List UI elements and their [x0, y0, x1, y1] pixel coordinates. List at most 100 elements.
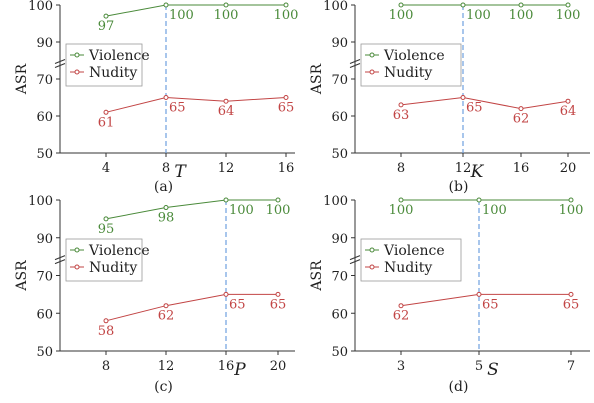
chart-panel-a: 50 60 70 90 100 ASR 4 8 12 16 T 97 100 100 100 61 65 64 65… [14, 0, 298, 195]
y-axis-label: ASR [309, 260, 325, 292]
x-tick-label: 5 [475, 359, 483, 374]
y-tick-label: 100 [323, 0, 348, 14]
axis-break-mark [349, 59, 361, 64]
data-label-violence: 95 [98, 222, 115, 237]
y-tick-label: 100 [28, 194, 53, 209]
axis-break-mark [54, 63, 66, 68]
data-point-violence [568, 197, 574, 203]
data-point-violence [223, 197, 229, 203]
panel-label: (b) [449, 179, 469, 195]
y-tick-label: 60 [36, 307, 53, 322]
data-label-nudity: 62 [158, 309, 175, 324]
legend-label-nudity: Nudity [89, 65, 137, 81]
data-label-nudity: 61 [98, 115, 115, 130]
series-line-nudity [400, 96, 569, 110]
y-tick-label: 70 [331, 270, 348, 285]
y-tick-label: 100 [28, 0, 53, 14]
data-label-nudity: 65 [466, 101, 483, 116]
data-point-nudity [103, 318, 109, 324]
data-label-nudity: 65 [278, 101, 295, 116]
legend-label-violence: Violence [88, 243, 150, 259]
x-tick-label: 7 [567, 359, 575, 374]
y-tick-label: 70 [36, 270, 53, 285]
x-tick-label: 12 [158, 359, 175, 374]
legend-label-nudity: Nudity [384, 65, 432, 81]
data-point-violence [565, 2, 571, 8]
x-tick-label: 16 [278, 161, 295, 176]
chart-panel-d: 50 60 70 90 100 ASR 3 5 7 S 100 100 100 62 65 65 Violenc… [309, 194, 590, 395]
data-point-nudity [460, 95, 466, 100]
x-tick-label: 16 [513, 161, 530, 176]
data-label-nudity: 64 [560, 104, 577, 119]
y-tick-label: 100 [323, 194, 348, 209]
y-tick-label: 60 [36, 110, 53, 125]
y-tick-label: 60 [331, 307, 348, 322]
data-label-violence: 100 [266, 203, 291, 218]
legend-box [360, 238, 462, 282]
chart-panel-c: 50 60 70 90 100 ASR 8 12 16 20 P 95 98 100 100 58 62 65 65… [14, 194, 295, 395]
data-label-nudity: 64 [218, 104, 235, 119]
x-axis-label: S [487, 360, 499, 380]
data-point-nudity [568, 291, 574, 297]
data-label-violence: 100 [482, 203, 507, 218]
data-label-nudity: 65 [169, 101, 186, 116]
y-tick-label: 50 [331, 147, 348, 162]
y-axis-label: ASR [14, 63, 30, 95]
panel-label: (d) [449, 379, 469, 395]
y-tick-label: 60 [331, 110, 348, 125]
x-tick-label: 8 [397, 161, 405, 176]
data-point-nudity [398, 102, 404, 108]
legend-marker-nudity [369, 69, 375, 75]
data-label-nudity: 65 [563, 297, 580, 312]
data-label-violence: 100 [229, 203, 254, 218]
data-label-nudity: 62 [513, 112, 530, 127]
data-label-violence: 97 [98, 19, 115, 34]
data-point-nudity [275, 291, 281, 297]
x-tick-label: 3 [397, 359, 405, 374]
data-point-violence [103, 13, 109, 19]
x-tick-label: 12 [455, 161, 472, 176]
x-axis-label: T [174, 162, 187, 182]
y-tick-label: 90 [331, 36, 348, 51]
axis-break-mark [54, 59, 66, 64]
axis-break-mark [349, 255, 361, 261]
x-tick-label: 12 [218, 161, 235, 176]
data-label-violence: 100 [389, 8, 414, 23]
data-point-violence [476, 197, 482, 203]
legend-label-violence: Violence [383, 243, 445, 259]
data-label-nudity: 58 [98, 324, 115, 339]
data-label-nudity: 63 [393, 108, 410, 123]
y-tick-label: 90 [36, 232, 53, 247]
data-point-violence [163, 2, 169, 8]
legend-label-violence: Violence [383, 48, 445, 64]
x-axis-label: P [233, 360, 246, 380]
y-tick-label: 90 [36, 36, 53, 51]
data-label-violence: 100 [274, 8, 299, 23]
legend-marker-nudity [74, 69, 80, 75]
data-point-violence [398, 2, 404, 8]
legend-label-nudity: Nudity [384, 260, 432, 276]
y-tick-label: 90 [331, 232, 348, 247]
legend-marker-nudity [369, 264, 375, 270]
data-label-nudity: 65 [229, 297, 246, 312]
chart-panel-b: 50 60 70 90 100 ASR 8 12 16 20 K 100 100 100 100 63 65 62… [309, 0, 590, 195]
data-label-violence: 100 [466, 8, 491, 23]
x-tick-label: 8 [162, 161, 170, 176]
data-point-violence [518, 2, 524, 8]
series-line-violence [105, 4, 286, 17]
data-label-violence: 100 [509, 8, 534, 23]
series-line-nudity [105, 293, 278, 322]
data-label-violence: 100 [169, 8, 194, 23]
series-line-nudity [105, 96, 287, 113]
panel-label: (a) [154, 179, 173, 195]
legend-label-nudity: Nudity [89, 260, 137, 276]
legend-box [65, 43, 143, 87]
y-tick-label: 70 [36, 73, 53, 88]
data-point-nudity [518, 106, 524, 112]
series-line-violence [105, 199, 278, 220]
data-point-nudity [565, 98, 571, 104]
data-label-violence: 100 [389, 203, 414, 218]
data-label-violence: 98 [158, 211, 175, 226]
data-point-nudity [223, 291, 229, 297]
